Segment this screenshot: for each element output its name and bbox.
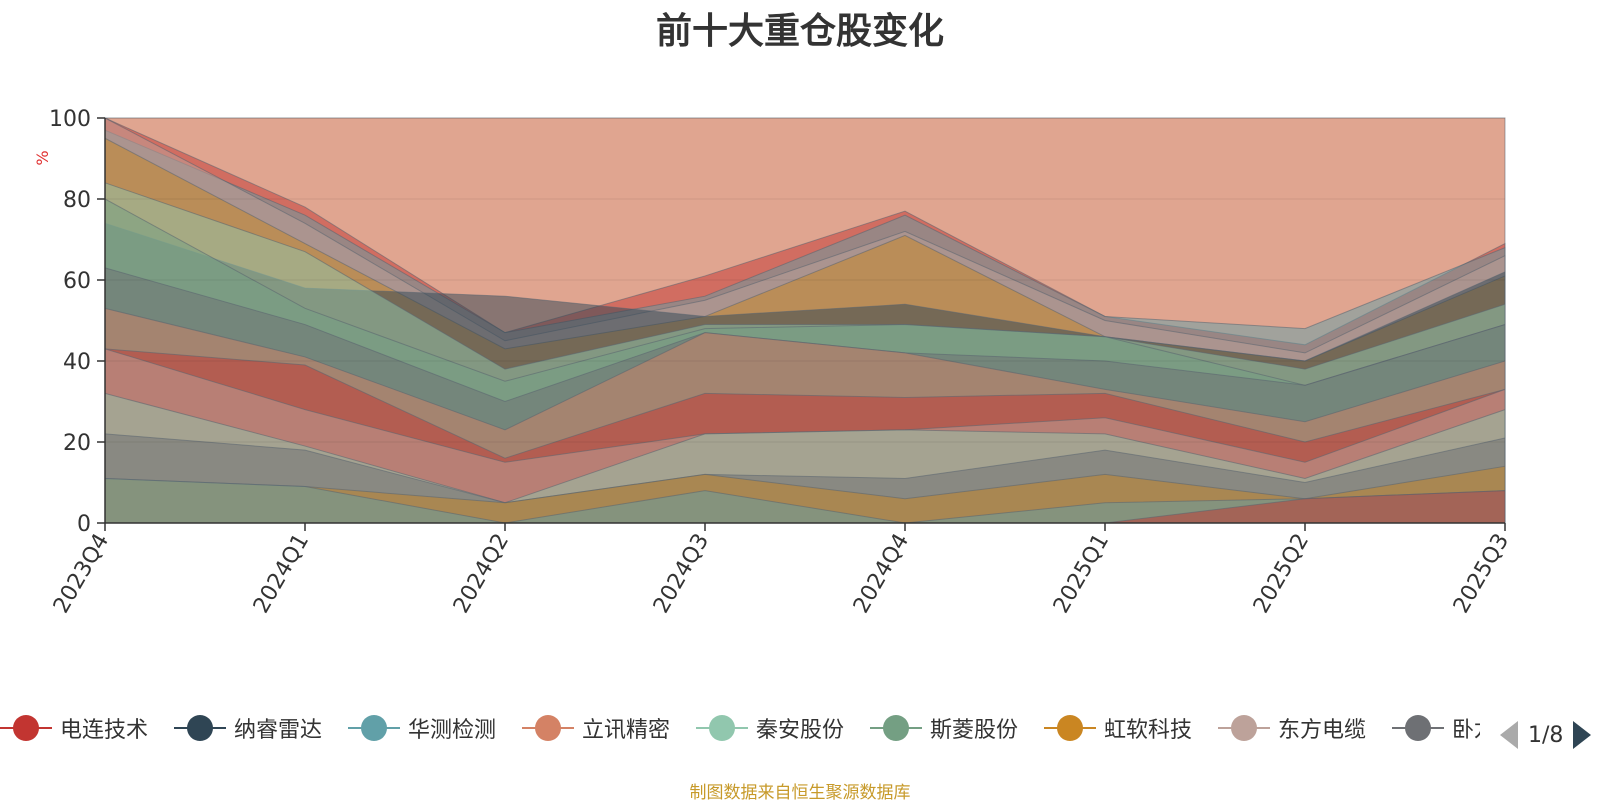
x-tick-label-2: 2024Q2 [449,530,514,618]
legend-item[interactable]: 斯菱股份 [870,703,1018,753]
source-note: 制图数据来自恒生聚源数据库 [689,783,911,803]
legend-marker-icon [174,715,226,741]
legend-item[interactable]: 立讯精密 [522,703,670,753]
chart-canvas: 0 20 40 60 80 100% 2023Q4 2024Q1 2024Q2 2024Q3 202… [33,107,1514,618]
legend-label: 电连技术 [60,718,149,743]
x-tick-label-7: 2025Q3 [1449,530,1514,618]
x-tick-label-0: 2023Q4 [49,530,114,618]
x-tick-label-4: 2024Q4 [849,530,914,618]
y-tick-label-60: 60 [63,269,91,294]
legend-item[interactable]: 虹软科技 [1044,703,1192,753]
legend-item[interactable]: 华测检测 [348,703,496,753]
legend-item[interactable]: 电连技术 [0,703,148,753]
legend-marker-icon [870,715,922,741]
legend-label: 卧龙电驱 [1452,718,1480,743]
legend-marker-icon [348,715,400,741]
x-tick-label-1: 2024Q1 [249,530,314,618]
legend-marker-icon [522,715,574,741]
legend-label: 华测检测 [408,718,497,743]
y-tick-label-40: 40 [63,350,91,375]
chart-title: 前十大重仓股变化 [655,11,944,52]
y-axis-unit-label: % [33,150,52,165]
legend-label: 东方电缆 [1278,718,1367,743]
x-tick-label-5: 2025Q1 [1049,530,1114,618]
y-tick-label-0: 0 [77,512,91,537]
legend-prev-page-icon[interactable] [1500,721,1518,749]
legend-marker-icon [1044,715,1096,741]
legend-pager: 1/8 [1500,718,1592,752]
legend-label: 秦安股份 [756,718,845,743]
legend-label: 斯菱股份 [930,718,1019,743]
legend-label: 虹软科技 [1104,718,1193,743]
legend-page-indicator: 1/8 [1528,722,1564,748]
y-tick-label-100: 100 [49,107,91,132]
legend-item[interactable]: 卧龙电驱 [1392,703,1480,753]
legend-marker-icon [1392,715,1444,741]
legend: 电连技术 纳睿雷达 华测检测 立讯精密 秦安股份 斯菱股份 虹软科技 东方电缆 卧龙电驱 [0,703,1480,753]
y-tick-label-20: 20 [63,431,91,456]
legend-marker-icon [1218,715,1270,741]
legend-item[interactable]: 秦安股份 [696,703,844,753]
legend-label: 纳睿雷达 [234,718,323,743]
x-tick-label-3: 2024Q3 [649,530,714,618]
y-tick-label-80: 80 [63,188,91,213]
legend-marker-icon [0,715,52,741]
legend-next-page-icon[interactable] [1573,721,1592,749]
legend-item[interactable]: 东方电缆 [1218,703,1366,753]
legend-marker-icon [696,715,748,741]
legend-label: 立讯精密 [582,718,671,743]
legend-item[interactable]: 纳睿雷达 [174,703,322,753]
x-tick-label-6: 2025Q2 [1249,530,1314,618]
